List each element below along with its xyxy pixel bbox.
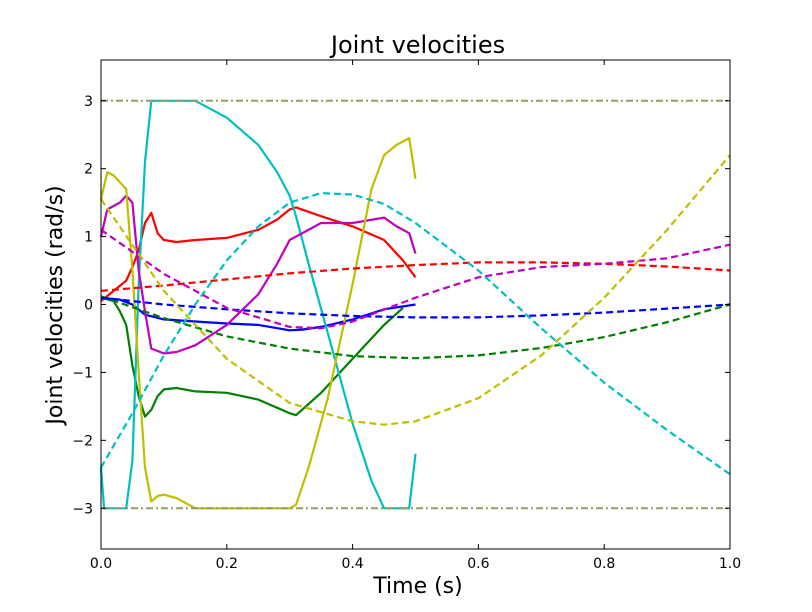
series-solid-line-5 (99, 194, 417, 355)
series-dashed-line-10 (100, 192, 731, 476)
y-tick-label: 0 (84, 298, 93, 314)
y-tick-label: 1 (84, 230, 93, 246)
y-tick-label: −1 (72, 365, 93, 381)
series-dashed-line-11 (100, 228, 731, 330)
y-tick-label: 3 (84, 94, 93, 110)
y-axis-label: Joint velocities (rad/s) (43, 185, 68, 426)
x-axis-label: Time (s) (372, 574, 462, 599)
y-tick-label: −3 (72, 501, 93, 517)
series-dashed-line-8 (100, 295, 731, 360)
series-layer (99, 99, 731, 510)
series-dashed-line-7 (100, 261, 731, 292)
series-solid-line-2 (100, 296, 404, 418)
y-tick-label: −2 (72, 433, 93, 449)
x-tick-label: 0.2 (216, 556, 238, 572)
ticks-layer: 0.0 0.2 0.4 0.6 0.8 1.0 −3 −2 −1 0 1 2 3 (72, 60, 741, 572)
y-tick-label: 2 (84, 162, 93, 178)
series-dashed-line-12 (100, 154, 731, 426)
series-dashed-line-9 (100, 296, 731, 319)
chart-title: Joint velocities (329, 31, 505, 59)
x-tick-label: 0.4 (341, 556, 363, 572)
series-solid-line-4 (99, 99, 417, 510)
x-tick-label: 0.8 (593, 556, 615, 572)
x-tick-label: 0.6 (467, 556, 489, 572)
x-tick-label: 1.0 (719, 556, 741, 572)
x-tick-label: 0.0 (90, 556, 112, 572)
